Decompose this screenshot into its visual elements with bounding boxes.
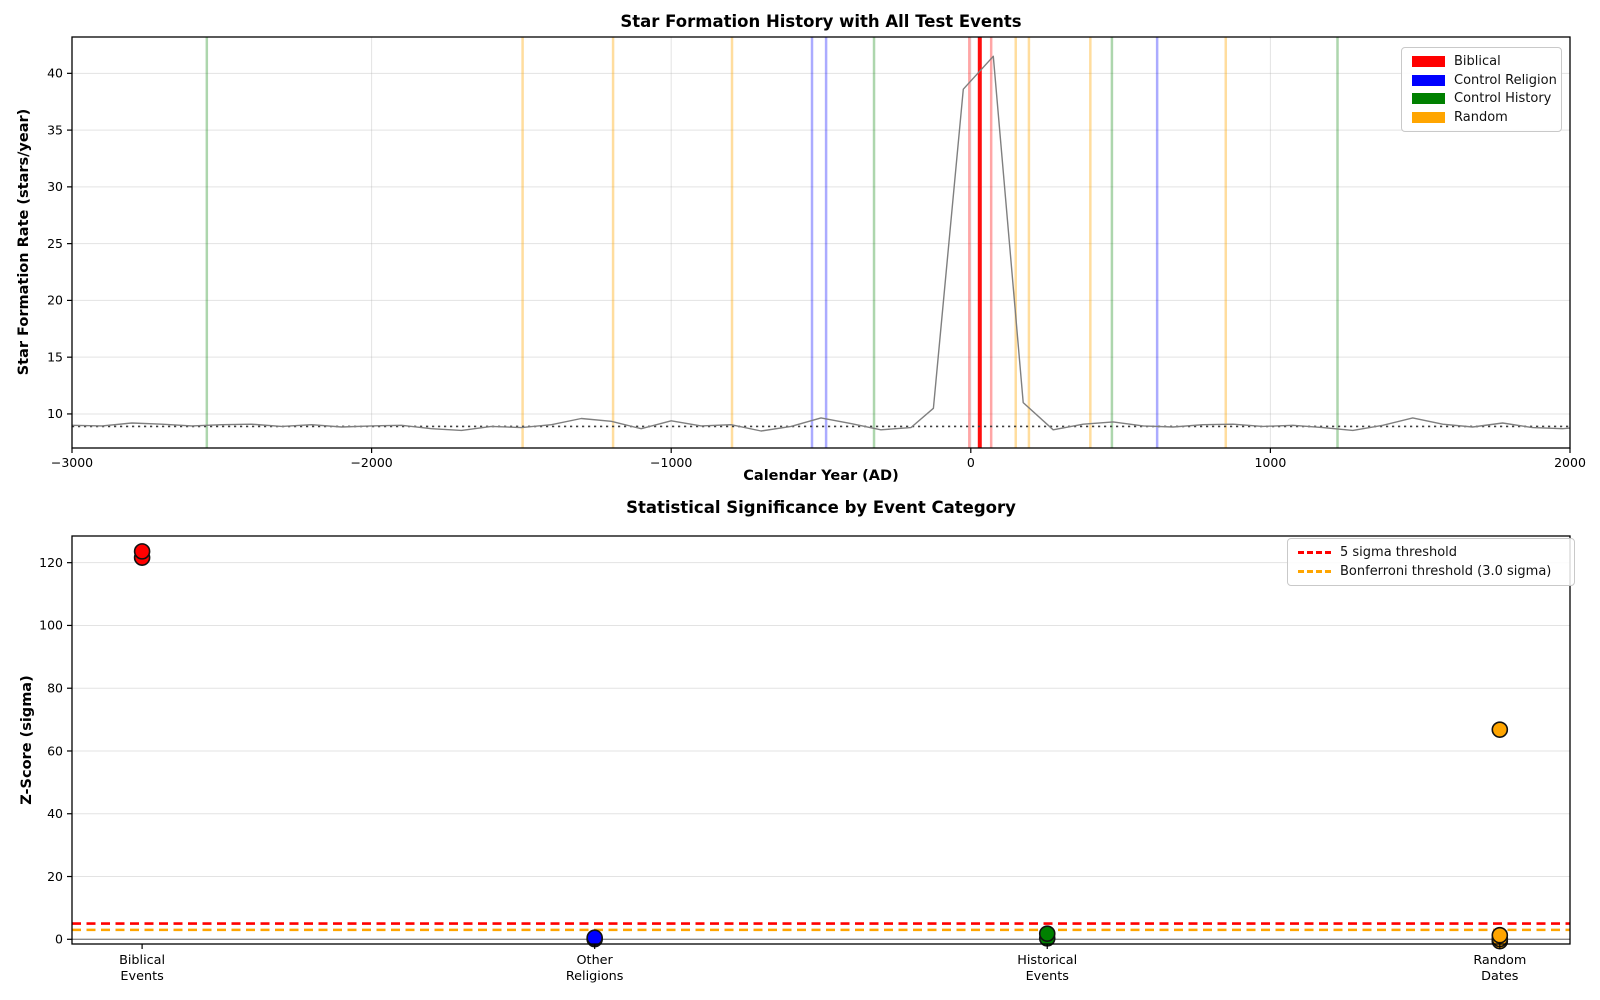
y-tick-label: 60	[47, 743, 63, 758]
legend-swatch	[1412, 56, 1445, 68]
legend-item-bonferroni-threshold-3-0-sigma-: Bonferroni threshold (3.0 sigma)	[1288, 565, 1574, 578]
category-label-line1: Historical	[1017, 953, 1077, 968]
category-label-line2: Dates	[1481, 969, 1519, 984]
legend-swatch	[1412, 111, 1445, 123]
category-label-line2: Events	[1026, 969, 1070, 984]
top-chart-ylabel: Star Formation Rate (stars/year)	[16, 108, 32, 376]
y-tick-label: 10	[47, 406, 63, 421]
bottom-chart-ylabel: Z-Score (sigma)	[19, 675, 35, 805]
x-tick-label: −1000	[650, 455, 692, 470]
legend-dash-swatch	[1298, 569, 1331, 573]
y-tick-label: 40	[47, 806, 63, 821]
scatter-point	[1038, 925, 1056, 942]
x-tick-label: −2000	[350, 455, 392, 470]
x-tick-label: 1000	[1254, 455, 1286, 470]
category-label-line1: Random	[1473, 953, 1526, 968]
legend-label: Bonferroni threshold (3.0 sigma)	[1340, 563, 1552, 579]
legend-label: Biblical	[1454, 54, 1501, 70]
category-label-line2: Events	[120, 969, 164, 984]
y-tick-label: 25	[47, 236, 63, 251]
y-tick-label: 35	[47, 122, 63, 137]
category-label-line1: Other	[576, 953, 613, 968]
y-tick-label: 40	[47, 66, 63, 81]
legend-label: 5 sigma threshold	[1340, 545, 1458, 561]
y-tick-label: 20	[47, 869, 63, 884]
x-tick-label: 0	[967, 455, 975, 470]
y-tick-label: 80	[47, 681, 63, 696]
top-chart-xlabel: Calendar Year (AD)	[743, 468, 899, 484]
y-tick-label: 120	[39, 555, 63, 570]
legend-label: Control Religion	[1454, 72, 1557, 88]
y-tick-label: 100	[39, 618, 63, 633]
sfr-curve	[71, 55, 1571, 432]
legend-swatch	[1412, 74, 1445, 86]
scatter-point	[133, 543, 151, 560]
y-tick-label: 0	[55, 932, 63, 947]
legend-item-5-sigma-threshold: 5 sigma threshold	[1288, 546, 1574, 559]
scatter-point	[586, 929, 603, 947]
category-label-line2: Religions	[566, 969, 624, 984]
top-axes-frame	[71, 36, 1571, 449]
bottom-chart-legend: 5 sigma threshold Bonferroni threshold (3…	[1287, 538, 1575, 586]
legend-label: Control History	[1454, 91, 1552, 107]
y-tick-label: 15	[47, 349, 63, 364]
x-tick-label: −3000	[51, 455, 93, 470]
legend-item-biblical: Biblical	[1402, 55, 1561, 68]
legend-item-control-religion: Control Religion	[1402, 74, 1561, 87]
scatter-point	[1491, 926, 1509, 944]
y-tick-label: 30	[47, 179, 63, 194]
legend-swatch	[1412, 93, 1445, 105]
bottom-axes-frame	[71, 535, 1571, 945]
bottom-chart-title: Statistical Significance by Event Catego…	[626, 498, 1016, 517]
y-tick-label: 20	[47, 293, 63, 308]
top-chart-title: Star Formation History with All Test Eve…	[620, 12, 1022, 31]
scatter-point	[1491, 721, 1509, 738]
category-label-line1: Biblical	[119, 953, 165, 968]
legend-item-random: Random	[1402, 111, 1561, 124]
legend-dash-swatch	[1298, 551, 1331, 555]
legend-label: Random	[1454, 109, 1508, 125]
top-chart-legend: Biblical Control Religion Control History R…	[1401, 47, 1562, 132]
legend-item-control-history: Control History	[1402, 92, 1561, 105]
x-tick-label: 2000	[1554, 455, 1586, 470]
